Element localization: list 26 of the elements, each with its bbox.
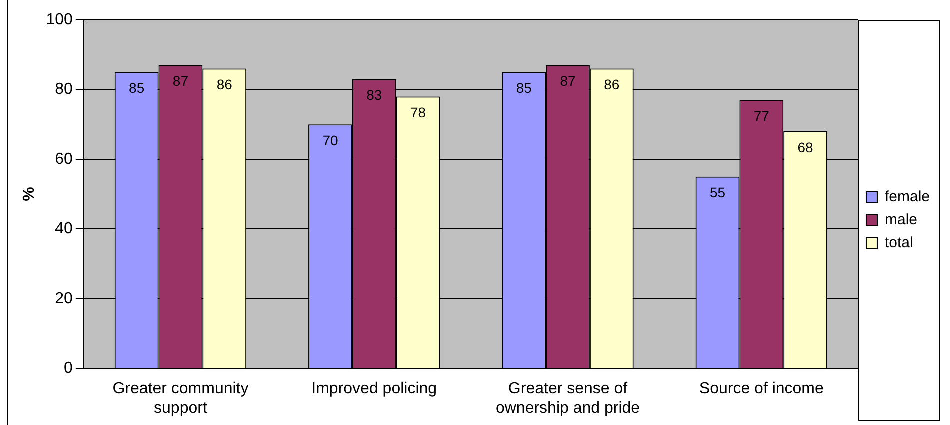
data-label: 70 [322, 132, 338, 148]
legend-label: total [884, 234, 914, 252]
data-label: 85 [129, 80, 145, 96]
data-label: 55 [710, 184, 726, 201]
y-axis-title: % [21, 187, 38, 202]
data-label: 86 [216, 76, 233, 93]
y-tick-label: 20 [55, 290, 73, 308]
legend-label: male [884, 212, 918, 229]
data-label: 86 [604, 76, 620, 93]
data-label: 68 [798, 139, 814, 156]
x-tick-label: Source of income [699, 380, 824, 398]
x-tick-label: Improved policing [312, 380, 438, 398]
y-tick-label: 0 [64, 360, 73, 378]
data-label: 87 [560, 73, 576, 90]
data-label: 85 [516, 80, 532, 96]
y-tick-label: 100 [46, 11, 73, 28]
data-label: 83 [366, 87, 382, 104]
data-label: 77 [754, 108, 770, 124]
y-tick-label: 80 [55, 81, 73, 98]
data-label: 78 [410, 104, 426, 121]
y-tick-label: 60 [55, 150, 73, 168]
y-tick-label: 40 [55, 220, 73, 238]
x-tick-label: Greater sense of ownership and pride [496, 380, 640, 417]
legend-label: female [884, 188, 930, 206]
x-tick-label: Greater community support [112, 380, 249, 417]
data-label: 87 [172, 73, 189, 90]
